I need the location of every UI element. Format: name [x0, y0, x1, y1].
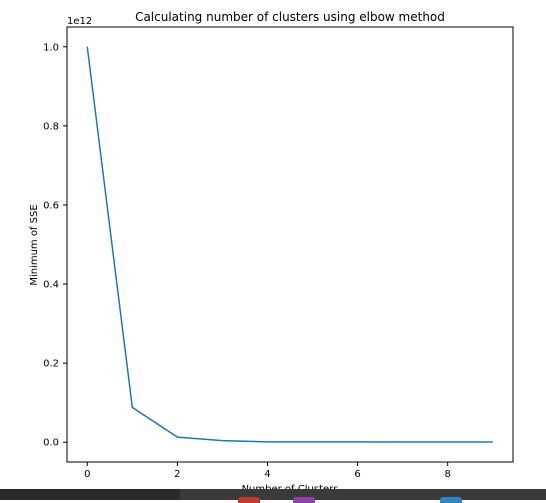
y-tick-label: 0.0	[43, 438, 59, 449]
y-tick-label: 0.8	[43, 121, 59, 132]
taskbar-search-area[interactable]	[0, 489, 180, 500]
y-offset-label: 1e12	[67, 16, 92, 27]
taskbar-app-icon-2[interactable]	[293, 497, 315, 503]
plot-frame	[66, 26, 514, 463]
chart-title: Calculating number of clusters using elb…	[135, 10, 445, 24]
y-tick-label: 0.2	[43, 359, 59, 370]
series-line	[86, 46, 493, 443]
y-axis-label: Minimum of SSE	[29, 204, 40, 285]
x-tick-label: 0	[84, 469, 90, 480]
taskbar	[0, 489, 546, 503]
y-tick-label: 1.0	[43, 42, 59, 53]
x-tick-label: 6	[354, 469, 360, 480]
taskbar-app-icon-3[interactable]	[440, 497, 462, 503]
y-tick-label: 0.6	[43, 200, 59, 211]
y-tick-label: 0.4	[43, 280, 59, 291]
x-tick-label: 8	[444, 469, 450, 480]
x-tick-label: 2	[174, 469, 180, 480]
x-tick-label: 4	[264, 469, 270, 480]
taskbar-app-icon-1[interactable]	[238, 497, 260, 503]
